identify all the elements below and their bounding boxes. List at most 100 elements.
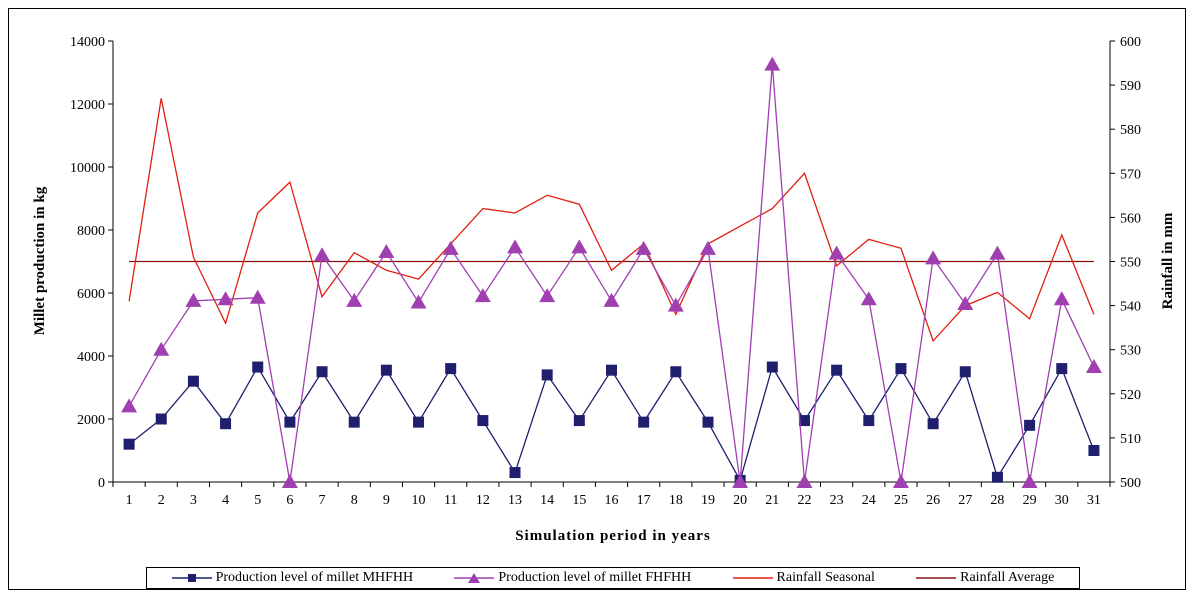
x-tick-label: 13: [508, 493, 522, 508]
series-line: [128, 98, 1095, 343]
y2-tick-label: 530: [1120, 344, 1141, 359]
x-tick-label: 10: [412, 493, 426, 508]
legend-item-fhfhh: Production level of millet FHFHH: [454, 570, 691, 586]
data-point: [571, 239, 588, 254]
data-point: [1024, 419, 1036, 431]
x-tick-label: 14: [540, 493, 554, 508]
x-tick-label: 19: [701, 493, 715, 508]
legend-label: Rainfall Seasonal: [776, 570, 875, 585]
data-point: [380, 364, 392, 376]
x-tick-label: 22: [797, 493, 811, 508]
data-point: [249, 289, 266, 304]
y-tick-label: 0: [98, 476, 105, 491]
x-axis-title: Simulation period in years: [515, 528, 711, 544]
data-point: [348, 416, 360, 428]
data-point: [895, 363, 907, 375]
legend-label: Rainfall Average: [960, 570, 1055, 585]
y2-tick-label: 500: [1120, 476, 1141, 491]
data-point: [860, 291, 877, 306]
data-point: [346, 292, 363, 307]
x-tick-label: 31: [1087, 493, 1101, 508]
data-point: [1053, 291, 1070, 306]
data-point: [667, 297, 684, 312]
data-point: [863, 415, 875, 427]
data-point: [284, 416, 296, 428]
legend-label: Production level of millet MHFHH: [215, 570, 414, 585]
x-tick-label: 5: [254, 493, 261, 508]
x-tick-label: 26: [926, 493, 940, 508]
y2-tick-label: 570: [1120, 167, 1141, 182]
data-point: [603, 292, 620, 307]
series-line: [128, 64, 1095, 483]
tick-labels: 0200040006000800010000120001400050051052…: [70, 35, 1141, 508]
axes-group: [108, 40, 1115, 487]
y2-tick-label: 510: [1120, 432, 1141, 447]
x-tick-label: 6: [286, 493, 293, 508]
series-line: [128, 365, 1095, 483]
data-point: [606, 364, 617, 376]
data-point: [155, 413, 167, 425]
data-point: [766, 361, 778, 373]
series-1: [121, 56, 1102, 488]
series-2: [128, 98, 1095, 343]
plot-area: [121, 56, 1102, 488]
data-point: [378, 244, 395, 259]
y2-tick-label: 600: [1120, 35, 1141, 50]
x-tick-label: 15: [572, 493, 586, 508]
data-point: [732, 474, 749, 488]
data-point: [252, 361, 264, 373]
x-tick-label: 12: [476, 493, 490, 508]
x-tick-label: 3: [190, 493, 197, 508]
x-tick-label: 21: [765, 493, 779, 508]
data-point: [541, 369, 553, 381]
x-tick-label: 4: [222, 493, 229, 508]
y2-tick-label: 560: [1120, 211, 1141, 226]
y-tick-label: 12000: [70, 98, 105, 113]
data-point: [1056, 363, 1068, 375]
data-point: [892, 474, 909, 488]
data-point: [670, 366, 682, 378]
x-tick-label: 28: [990, 493, 1004, 508]
data-point: [410, 294, 427, 309]
y2-tick-label: 580: [1120, 123, 1141, 138]
x-tick-label: 9: [383, 493, 390, 508]
data-point: [413, 416, 425, 428]
y-tick-label: 8000: [77, 224, 105, 239]
x-tick-label: 29: [1023, 493, 1037, 508]
data-point: [957, 296, 974, 311]
square-marker-icon: [171, 574, 212, 582]
data-point: [153, 341, 170, 356]
series-0: [123, 361, 1100, 486]
y-axis-title: Millet production in kg: [32, 186, 48, 335]
data-point: [925, 250, 942, 265]
data-point: [187, 375, 199, 387]
data-point: [507, 239, 524, 254]
data-point: [316, 366, 328, 378]
data-point: [442, 240, 459, 255]
y2-tick-label: 590: [1120, 79, 1141, 94]
data-point: [828, 245, 845, 260]
x-tick-label: 20: [733, 493, 747, 508]
data-point: [1085, 359, 1102, 374]
data-point: [220, 418, 232, 430]
legend-item-rainfall-average: Rainfall Average: [916, 570, 1054, 586]
data-point: [959, 366, 971, 378]
y2-axis-title: Rainfall in mm: [1160, 212, 1176, 309]
data-point: [573, 415, 585, 427]
y-tick-label: 2000: [77, 413, 105, 428]
x-tick-label: 11: [444, 493, 457, 508]
legend-item-mhfhh: Production level of millet MHFHH: [171, 570, 414, 586]
legend: Production level of millet MHFHH Product…: [146, 567, 1080, 589]
x-tick-label: 23: [830, 493, 844, 508]
x-tick-label: 18: [669, 493, 683, 508]
line-swatch-icon: [916, 577, 957, 579]
data-point: [445, 363, 457, 375]
data-point: [1088, 445, 1100, 456]
data-point: [991, 471, 1003, 483]
data-point: [185, 292, 202, 307]
triangle-marker-icon: [454, 573, 495, 583]
data-point: [989, 245, 1006, 260]
y2-tick-label: 550: [1120, 256, 1141, 271]
data-point: [474, 288, 491, 303]
